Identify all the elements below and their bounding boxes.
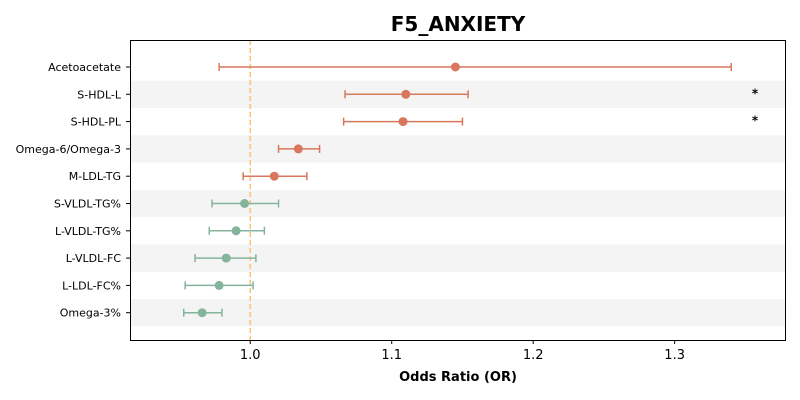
y-tick-label: S-VLDL-TG% bbox=[54, 198, 121, 211]
or-point bbox=[450, 62, 460, 72]
or-point bbox=[269, 171, 279, 181]
x-axis-label: Odds Ratio (OR) bbox=[399, 370, 517, 385]
row-S-HDL-L: * bbox=[344, 86, 759, 100]
row-L-LDL-FC% bbox=[184, 280, 254, 290]
row-Acetoacetate bbox=[218, 62, 732, 72]
y-tick-label: M-LDL-TG bbox=[69, 170, 121, 183]
row-S-VLDL-TG% bbox=[211, 199, 280, 208]
or-point bbox=[401, 89, 411, 99]
x-tick-label: 1.1 bbox=[381, 348, 402, 363]
y-tick-label: Omega-6/Omega-3 bbox=[16, 143, 121, 156]
chart-title: F5_ANXIETY bbox=[391, 12, 526, 36]
or-point bbox=[240, 199, 250, 208]
x-axis-ticks: 1.0 1.1 1.2 1.3 bbox=[240, 340, 685, 363]
x-tick-label: 1.3 bbox=[664, 348, 685, 363]
row-Omega-3% bbox=[183, 308, 223, 318]
row-L-VLDL-FC bbox=[194, 253, 257, 263]
row-Omega-6/Omega-3 bbox=[277, 144, 321, 154]
or-point bbox=[231, 226, 241, 236]
row-band bbox=[130, 299, 785, 327]
significance-marker: * bbox=[752, 114, 759, 128]
row-M-LDL-TG bbox=[242, 171, 308, 181]
y-tick-label: L-VLDL-TG% bbox=[55, 225, 121, 238]
y-tick-label: L-LDL-FC% bbox=[62, 279, 121, 292]
or-point bbox=[214, 280, 224, 290]
row-L-VLDL-TG% bbox=[208, 226, 266, 236]
x-tick-label: 1.0 bbox=[240, 348, 261, 363]
y-tick-label: Acetoacetate bbox=[48, 61, 121, 74]
or-point bbox=[221, 253, 231, 263]
y-tick-label: Omega-3% bbox=[60, 307, 121, 320]
y-tick-labels: Acetoacetate S-HDL-L S-HDL-PL Omega-6/Omega… bbox=[16, 61, 130, 320]
y-tick-label: S-HDL-L bbox=[77, 88, 122, 101]
row-S-HDL-PL: * bbox=[342, 114, 759, 128]
data-rows: ** bbox=[183, 62, 759, 318]
or-point bbox=[197, 308, 207, 318]
row-band bbox=[130, 135, 785, 163]
y-tick-label: L-VLDL-FC bbox=[66, 252, 122, 265]
plot-frame bbox=[130, 40, 786, 341]
x-tick-label: 1.2 bbox=[523, 348, 544, 363]
or-point bbox=[398, 117, 408, 127]
significance-marker: * bbox=[752, 86, 759, 100]
y-tick-label: S-HDL-PL bbox=[71, 116, 122, 129]
or-point bbox=[293, 144, 303, 154]
row-bands bbox=[130, 80, 785, 327]
